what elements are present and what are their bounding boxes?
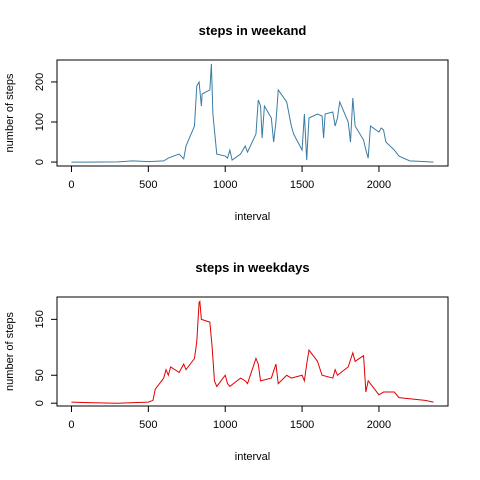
chart-title: steps in weekand (199, 23, 307, 38)
x-tick-label: 1000 (213, 179, 237, 191)
x-tick-label: 1500 (290, 419, 314, 431)
y-axis-label: number of steps (4, 73, 16, 152)
x-tick-label: 500 (139, 179, 157, 191)
plot-box (56, 59, 449, 167)
x-tick-label: 500 (139, 419, 157, 431)
y-tick-label: 0 (34, 400, 46, 406)
plot-box (56, 296, 449, 407)
x-axis-label: interval (235, 211, 270, 223)
y-tick-label: 50 (34, 369, 46, 381)
x-tick-label: 0 (68, 419, 74, 431)
x-tick-label: 2000 (367, 179, 391, 191)
y-tick-label: 0 (34, 159, 46, 165)
x-tick-label: 1000 (213, 419, 237, 431)
x-tick-label: 0 (68, 179, 74, 191)
data-line (71, 63, 434, 163)
y-tick-label: 100 (34, 113, 46, 131)
y-axis-label: number of steps (4, 312, 16, 391)
y-tick-label: 150 (34, 310, 46, 328)
chart-title: steps in weekdays (195, 260, 309, 275)
x-axis-label: interval (235, 451, 270, 463)
x-tick-label: 2000 (367, 419, 391, 431)
x-tick-label: 1500 (290, 179, 314, 191)
y-tick-label: 200 (34, 73, 46, 91)
data-line (71, 300, 434, 404)
